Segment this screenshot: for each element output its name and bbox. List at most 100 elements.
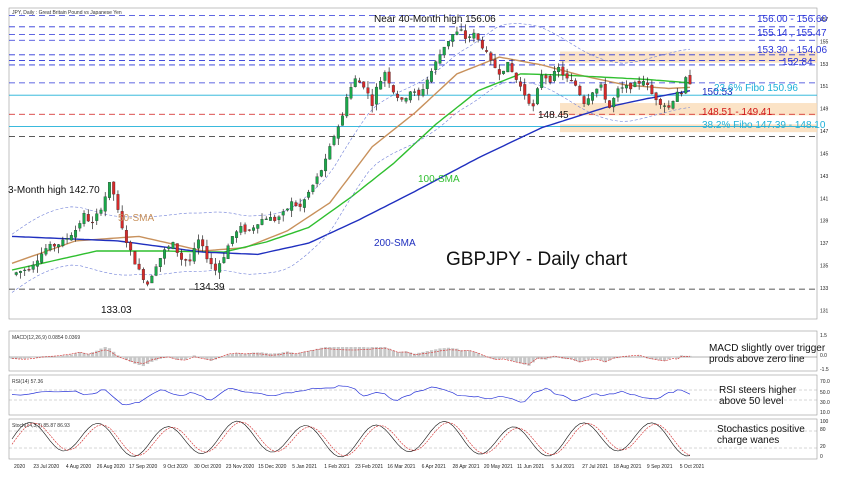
macd-histogram-bar xyxy=(235,353,238,357)
date-tick-label: 20 May 2021 xyxy=(484,464,513,470)
candle-down xyxy=(134,252,137,265)
macd-histogram-bar xyxy=(421,352,424,357)
level-label-156: 156.00 - 156.60 xyxy=(757,14,827,25)
candle-up xyxy=(19,271,22,273)
candle-up xyxy=(151,276,154,283)
candle-down xyxy=(129,242,132,250)
candle-down xyxy=(362,82,365,88)
candle-down xyxy=(608,101,611,108)
candle-down xyxy=(532,103,535,106)
macd-histogram-bar xyxy=(23,357,26,359)
macd-histogram-bar xyxy=(591,357,594,359)
candle-down xyxy=(184,259,187,260)
candle-down xyxy=(138,264,141,269)
stoch-tick-2: 80 xyxy=(820,427,826,433)
candle-up xyxy=(95,214,98,221)
candle-up xyxy=(540,75,543,88)
chart-title: GBPJPY - Daily chart xyxy=(446,249,628,270)
macd-histogram-bar xyxy=(227,355,230,357)
rsi-note-1: RSI steers higher xyxy=(719,385,797,396)
macd-tick-1: 1.5 xyxy=(820,333,827,339)
date-tick-label: 28 Apr 2021 xyxy=(453,464,480,470)
annotation-3-month-high: 3-Month high 142.70 xyxy=(8,185,100,196)
candle-up xyxy=(163,250,166,259)
macd-histogram-bar xyxy=(256,352,259,357)
candle-down xyxy=(180,253,183,260)
candle-up xyxy=(218,263,221,272)
candle-down xyxy=(53,244,56,246)
candle-up xyxy=(617,89,620,98)
candle-down xyxy=(396,94,399,98)
macd-histogram-bar xyxy=(506,357,509,360)
price-tick-label: 139 xyxy=(820,219,829,225)
price-tick-label: 141 xyxy=(820,196,829,202)
candle-up xyxy=(197,240,200,249)
candle-up xyxy=(324,159,327,171)
rsi-tick-4: 10.0 xyxy=(820,410,830,416)
annotation-40-month-high: Near 40-Month high 156.06 xyxy=(374,14,496,25)
candle-up xyxy=(320,170,323,176)
candle-up xyxy=(600,85,603,88)
date-tick-label: 9 Oct 2020 xyxy=(163,464,188,470)
candle-up xyxy=(303,200,306,208)
candle-down xyxy=(523,84,526,95)
candle-down xyxy=(214,264,217,270)
candle-up xyxy=(172,242,175,249)
candle-down xyxy=(401,98,404,100)
candle-up xyxy=(468,37,471,38)
candle-up xyxy=(409,92,412,100)
candle-up xyxy=(286,209,289,210)
date-tick-label: 23 Jul 2020 xyxy=(33,464,59,470)
macd-histogram-bar xyxy=(332,347,335,357)
macd-histogram-bar xyxy=(451,348,454,357)
candle-down xyxy=(667,106,670,108)
candle-up xyxy=(167,247,170,249)
candle-up xyxy=(443,47,446,55)
macd-histogram-bar xyxy=(282,352,285,357)
candle-up xyxy=(252,228,255,231)
candle-down xyxy=(28,269,31,270)
candle-up xyxy=(49,244,52,250)
candle-up xyxy=(57,245,60,247)
candle-down xyxy=(566,74,569,79)
candle-up xyxy=(384,72,387,80)
candle-up xyxy=(451,34,454,41)
macd-histogram-bar xyxy=(341,347,344,357)
date-tick-label: 1 Feb 2021 xyxy=(324,464,350,470)
candle-down xyxy=(299,204,302,207)
level-label-155: 155.14 , 155.47 xyxy=(757,28,827,39)
macd-histogram-bar xyxy=(532,357,535,362)
date-tick-label: 17 Sep 2020 xyxy=(129,464,158,470)
candle-up xyxy=(261,219,264,224)
macd-histogram-bar xyxy=(468,350,471,357)
candle-down xyxy=(570,80,573,81)
candle-up xyxy=(159,258,162,267)
candle-up xyxy=(341,116,344,126)
price-tick-label: 149 xyxy=(820,107,829,113)
candle-up xyxy=(40,254,43,263)
candle-up xyxy=(625,85,628,88)
date-tick-label: 23 Feb 2021 xyxy=(355,464,383,470)
date-tick-label: 4 Aug 2020 xyxy=(66,464,92,470)
macd-histogram-bar xyxy=(138,357,141,365)
macd-histogram-bar xyxy=(61,356,64,357)
candle-up xyxy=(634,82,637,86)
macd-header: MACD(12,26,9) 0.0854 0.0369 xyxy=(12,335,80,341)
candle-down xyxy=(574,81,577,86)
candle-down xyxy=(519,82,522,87)
macd-histogram-bar xyxy=(95,351,98,357)
macd-histogram-bar xyxy=(396,352,399,357)
candle-up xyxy=(422,89,425,95)
candle-up xyxy=(354,79,357,87)
candle-down xyxy=(371,95,374,106)
macd-histogram-bar xyxy=(354,347,357,357)
candle-up xyxy=(227,246,230,259)
macd-histogram-bar xyxy=(201,357,204,358)
macd-histogram-bar xyxy=(667,357,670,359)
candle-down xyxy=(562,67,565,75)
candle-up xyxy=(460,30,463,31)
candle-down xyxy=(689,75,692,84)
candle-down xyxy=(498,69,501,74)
candle-down xyxy=(490,53,493,60)
macd-histogram-bar xyxy=(307,351,310,357)
